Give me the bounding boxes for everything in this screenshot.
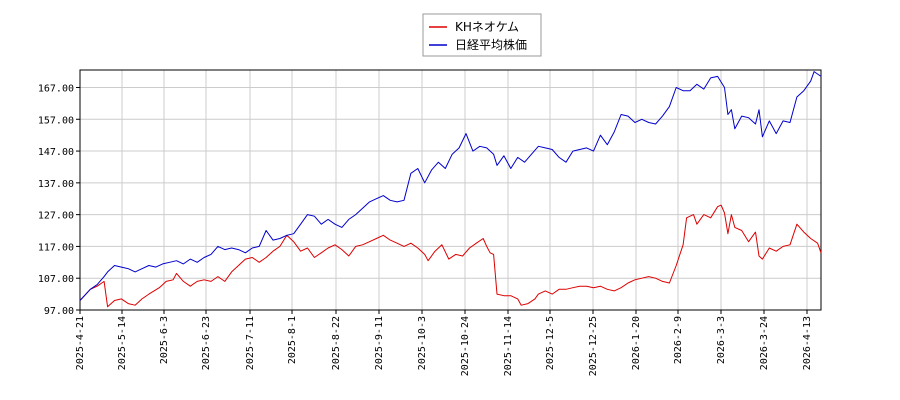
x-tick-label: 2025-5-14 <box>117 316 128 370</box>
x-tick-label: 2026-3-3 <box>716 316 727 364</box>
x-tick-label: 2025-4-21 <box>75 316 86 370</box>
y-tick-label: 117.00 <box>38 242 74 253</box>
legend-box <box>422 13 542 57</box>
y-tick-label: 157.00 <box>38 115 74 126</box>
y-tick-label: 147.00 <box>38 147 74 158</box>
x-axis: 2025-4-21 2025-5-14 2025-6-3 2025-6-23 2025-… <box>75 310 813 376</box>
x-tick-label: 2026-2-9 <box>673 316 684 364</box>
x-tick-label: 2026-4-13 <box>802 316 813 370</box>
x-tick-label: 2025-6-23 <box>201 316 212 370</box>
y-axis: 97.00 107.00 117.00 127.00 137.00 147.00 157.0… <box>38 83 80 317</box>
x-tick-label: 2025-11-14 <box>503 316 514 376</box>
y-tick-label: 107.00 <box>38 274 74 285</box>
series-lines <box>79 71 822 308</box>
y-tick-label: 97.00 <box>44 306 74 317</box>
x-tick-label: 2025-10-24 <box>460 316 471 376</box>
x-tick-label: 2026-3-24 <box>759 316 770 370</box>
x-tick-label: 2025-6-3 <box>159 316 170 364</box>
legend-label-series-2: 日経平均株価 <box>455 37 527 52</box>
x-tick-label: 2026-1-20 <box>631 316 642 370</box>
x-tick-label: 2025-12-5 <box>545 316 556 370</box>
legend: KHネオケム 日経平均株価 <box>422 13 542 57</box>
series-line-1 <box>79 204 822 308</box>
x-tick-label: 2025-12-25 <box>588 316 599 376</box>
x-tick-label: 2025-8-22 <box>331 316 342 370</box>
x-tick-label: 2025-9-11 <box>374 316 385 370</box>
y-tick-label: 137.00 <box>38 179 74 190</box>
x-tick-label: 2025-8-1 <box>287 316 298 364</box>
x-tick-label: 2025-10-3 <box>417 316 428 370</box>
series-line-2 <box>79 71 822 301</box>
grid-lines <box>79 70 821 311</box>
legend-label-series-1: KHネオケム <box>455 20 519 34</box>
y-tick-label: 127.00 <box>38 211 74 222</box>
plot-area-border <box>79 69 822 311</box>
x-tick-label: 2025-7-11 <box>245 316 256 370</box>
y-tick-label: 167.00 <box>38 83 74 94</box>
